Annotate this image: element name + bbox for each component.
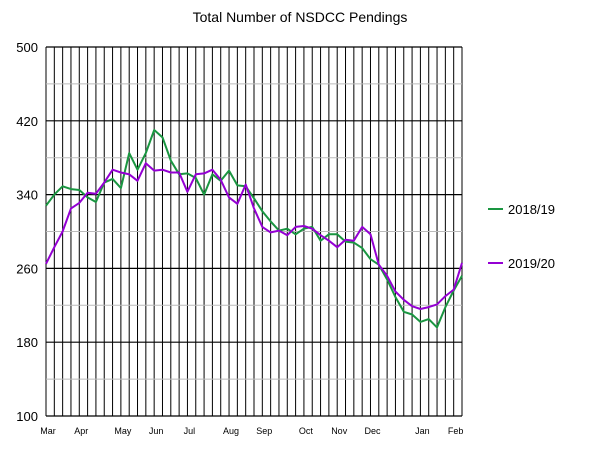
chart-title: Total Number of NSDCC Pendings [193,9,408,25]
y-axis-ticks: 100 180 260 340 420 500 [16,40,38,424]
x-tick-label: Aug [223,426,239,436]
x-tick-label: Nov [331,426,348,436]
x-tick-label: Jul [184,426,196,436]
x-tick-label: Feb [448,426,464,436]
y-tick-label: 260 [16,261,38,276]
x-tick-label: May [114,426,132,436]
legend: 2018/19 2019/20 [488,202,555,271]
y-tick-label: 420 [16,114,38,129]
x-tick-label: Jun [149,426,164,436]
x-tick-label: Mar [40,426,56,436]
legend-label: 2018/19 [508,202,555,217]
series-lines [45,129,463,329]
x-tick-label: Apr [74,426,88,436]
grid-lines [45,46,463,417]
y-tick-label: 180 [16,335,38,350]
x-axis-ticks: Mar Apr May Jun Jul Aug Sep Oct Nov Dec Jan Feb [40,426,463,436]
y-tick-label: 340 [16,188,38,203]
series-line [45,162,463,310]
legend-label: 2019/20 [508,256,555,271]
x-tick-label: Jan [415,426,430,436]
x-tick-label: Sep [256,426,272,436]
x-tick-label: Oct [299,426,314,436]
series-line [45,129,463,329]
y-tick-label: 100 [16,409,38,424]
x-tick-label: Dec [364,426,381,436]
y-tick-label: 500 [16,40,38,55]
